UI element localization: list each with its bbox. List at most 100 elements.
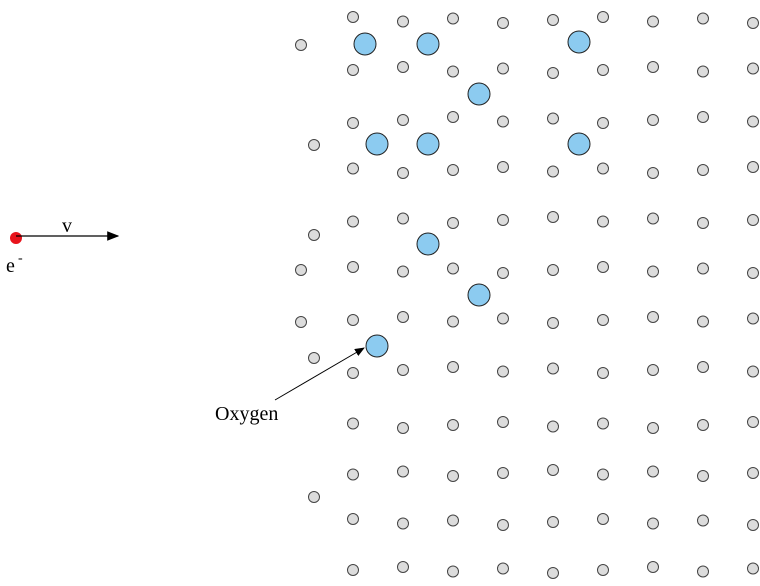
atom	[648, 115, 659, 126]
atom	[348, 565, 359, 576]
atom	[398, 115, 409, 126]
atom	[309, 492, 320, 503]
atom	[309, 353, 320, 364]
atom	[309, 230, 320, 241]
oxygen-atom	[568, 133, 590, 155]
oxygen-atom	[366, 133, 388, 155]
atom	[498, 563, 509, 574]
atom	[748, 468, 759, 479]
oxygen-atom	[417, 33, 439, 55]
atom	[498, 215, 509, 226]
atom	[398, 466, 409, 477]
atom	[309, 140, 320, 151]
atom	[598, 262, 609, 273]
atom	[648, 213, 659, 224]
atom	[598, 565, 609, 576]
atom	[548, 68, 559, 79]
atom	[748, 366, 759, 377]
atom	[498, 18, 509, 29]
atom	[498, 520, 509, 531]
atom	[698, 515, 709, 526]
atom	[448, 316, 459, 327]
atom	[648, 562, 659, 573]
atom	[398, 423, 409, 434]
atom	[698, 362, 709, 373]
atom	[698, 566, 709, 577]
atom	[748, 520, 759, 531]
oxygen-atom	[417, 233, 439, 255]
atom	[398, 312, 409, 323]
atom	[398, 16, 409, 27]
atom	[498, 417, 509, 428]
atom	[748, 215, 759, 226]
atom	[348, 514, 359, 525]
velocity-label: v	[62, 215, 72, 237]
atom	[648, 365, 659, 376]
atom	[398, 266, 409, 277]
atom	[548, 517, 559, 528]
atom	[348, 368, 359, 379]
atom	[548, 465, 559, 476]
atom	[698, 263, 709, 274]
atom	[598, 469, 609, 480]
oxygen-atom	[468, 284, 490, 306]
atom	[698, 13, 709, 24]
atom	[348, 262, 359, 273]
atom	[448, 566, 459, 577]
oxygen-atom	[468, 83, 490, 105]
atom	[448, 112, 459, 123]
oxygen-atom	[568, 31, 590, 53]
atom	[548, 113, 559, 124]
atom	[648, 168, 659, 179]
atom	[498, 268, 509, 279]
atom	[598, 12, 609, 23]
atom	[398, 168, 409, 179]
atom	[698, 112, 709, 123]
atom	[448, 263, 459, 274]
atom	[448, 13, 459, 24]
electron	[10, 232, 22, 244]
atom	[448, 420, 459, 431]
atom	[648, 312, 659, 323]
atom	[398, 562, 409, 573]
atom	[598, 418, 609, 429]
atom	[448, 165, 459, 176]
atom	[698, 66, 709, 77]
atom	[398, 518, 409, 529]
atom	[548, 363, 559, 374]
atom	[548, 265, 559, 276]
charge-label: -	[18, 251, 23, 266]
atom	[598, 368, 609, 379]
atom	[698, 165, 709, 176]
atom	[648, 466, 659, 477]
atom	[498, 162, 509, 173]
atom	[648, 518, 659, 529]
atom	[598, 65, 609, 76]
atom	[748, 18, 759, 29]
atom	[598, 163, 609, 174]
atom	[498, 366, 509, 377]
atom	[348, 163, 359, 174]
oxygen-atom	[354, 33, 376, 55]
atom	[698, 316, 709, 327]
atom	[548, 15, 559, 26]
atom	[548, 318, 559, 329]
atom	[548, 568, 559, 579]
atom	[748, 162, 759, 173]
atom	[448, 362, 459, 373]
atom	[748, 116, 759, 127]
atom	[498, 63, 509, 74]
diagram: v e - Oxygen	[0, 0, 760, 586]
atom	[348, 315, 359, 326]
atom	[748, 563, 759, 574]
atom	[648, 62, 659, 73]
atom	[598, 216, 609, 227]
atom	[348, 65, 359, 76]
atom	[748, 417, 759, 428]
atom	[548, 212, 559, 223]
oxygen-label: Oxygen	[215, 403, 278, 425]
atom	[598, 315, 609, 326]
atom	[348, 469, 359, 480]
atom	[748, 268, 759, 279]
atom	[398, 365, 409, 376]
